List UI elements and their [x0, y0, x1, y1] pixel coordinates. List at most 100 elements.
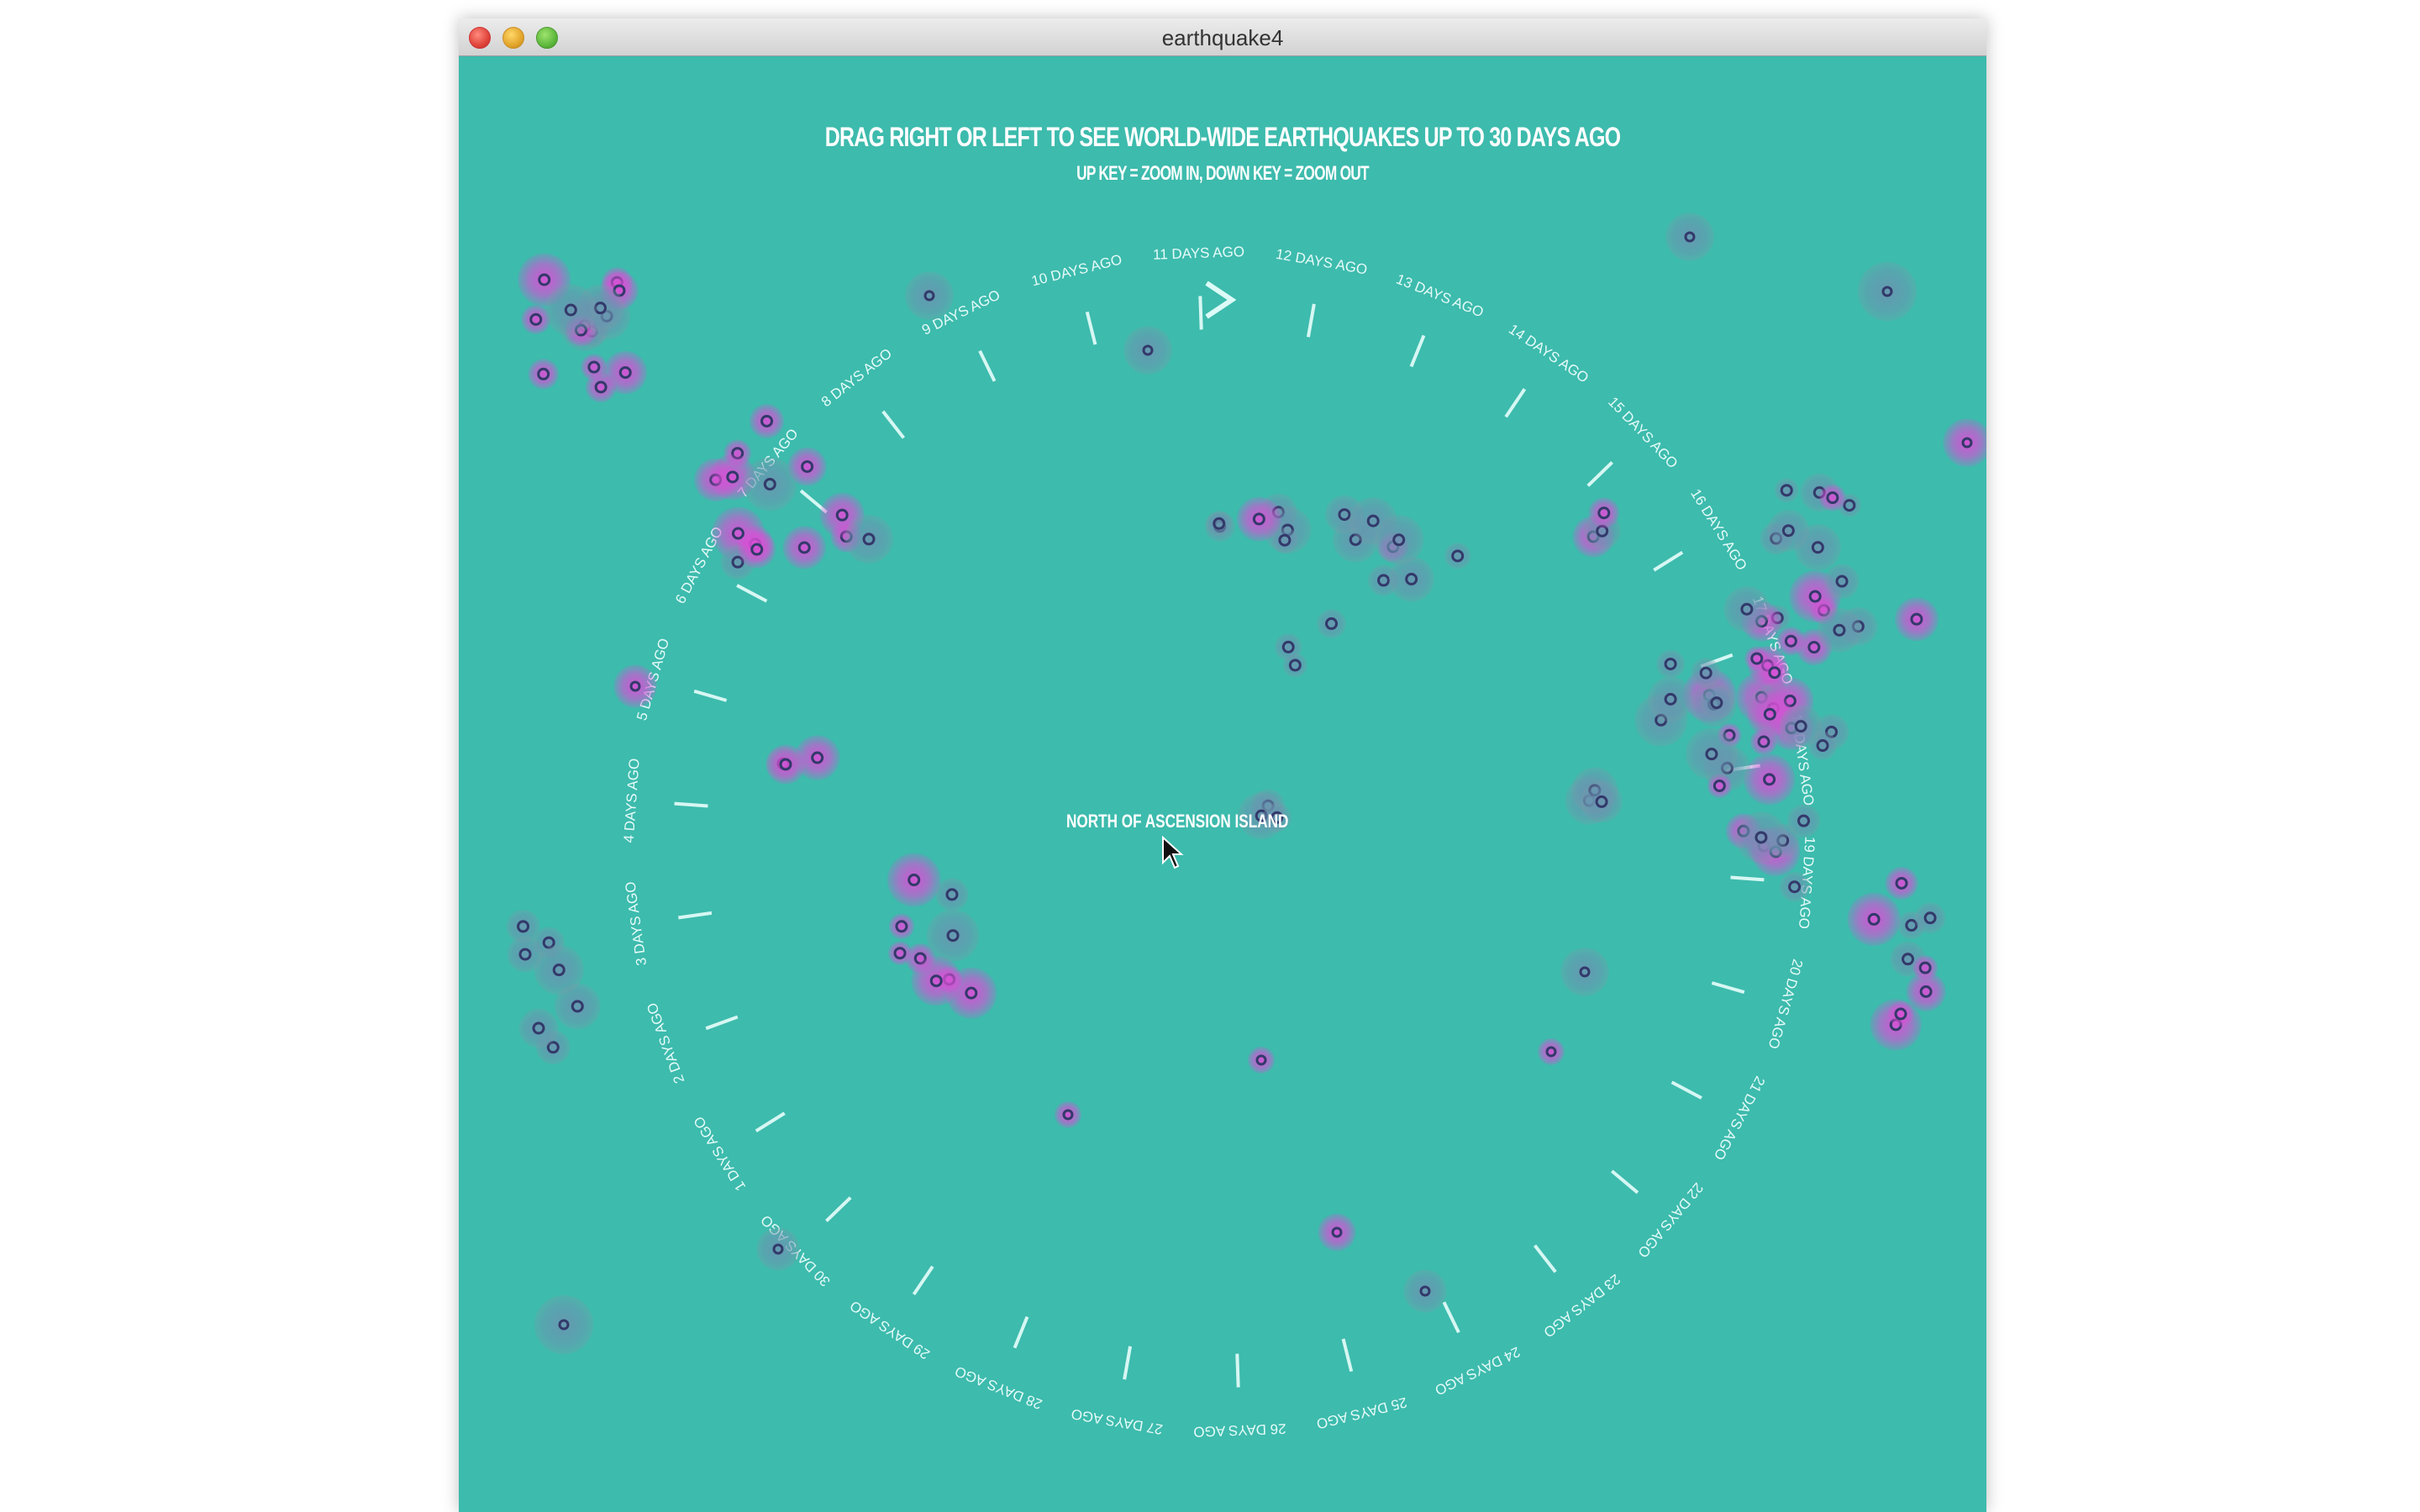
earthquake-marker[interactable] — [1275, 633, 1302, 661]
earthquake-marker[interactable] — [1262, 803, 1292, 832]
earthquake-marker[interactable] — [1318, 1213, 1356, 1252]
earthquake-marker[interactable] — [1236, 496, 1281, 542]
dial-tick — [674, 801, 708, 808]
earthquake-marker[interactable] — [1759, 657, 1791, 688]
earthquake-marker[interactable] — [905, 271, 954, 320]
earthquake-marker[interactable] — [1685, 727, 1738, 780]
earthquake-marker[interactable] — [1767, 509, 1810, 552]
earthquake-marker[interactable] — [581, 354, 608, 381]
earthquake-marker[interactable] — [888, 913, 915, 939]
earthquake-epicenter — [946, 929, 960, 942]
earthquake-marker[interactable] — [787, 447, 827, 486]
earthquake-marker[interactable] — [506, 909, 540, 943]
earthquake-marker[interactable] — [1914, 902, 1946, 934]
earthquake-epicenter — [1750, 652, 1764, 665]
dial-label: 2 DAYS AGO — [644, 1000, 687, 1085]
earthquake-marker[interactable] — [1403, 1269, 1447, 1313]
earthquake-marker[interactable] — [1774, 478, 1799, 503]
earthquake-marker[interactable] — [554, 983, 601, 1030]
earthquake-marker[interactable] — [887, 941, 913, 965]
earthquake-marker[interactable] — [1388, 556, 1434, 602]
earthquake-marker[interactable] — [528, 359, 559, 390]
dial-tick — [1442, 1301, 1460, 1334]
earthquake-marker[interactable] — [1581, 780, 1623, 823]
earthquake-marker[interactable] — [1699, 685, 1733, 720]
earthquake-marker[interactable] — [1206, 511, 1232, 537]
earthquake-marker[interactable] — [534, 945, 584, 995]
earthquake-epicenter — [518, 948, 532, 961]
earthquake-marker[interactable] — [544, 284, 597, 336]
earthquake-marker[interactable] — [765, 744, 806, 785]
earthquake-marker[interactable] — [1656, 649, 1685, 679]
earthquake-marker[interactable] — [1317, 609, 1346, 638]
earthquake-marker[interactable] — [1912, 955, 1939, 981]
earthquake-marker[interactable] — [1588, 497, 1620, 528]
earthquake-marker[interactable] — [756, 1227, 800, 1271]
earthquake-canvas[interactable]: 1 DAYS AGO 2 DAYS AGO 3 DAYS AGO 4 DAYS AGO… — [459, 56, 1986, 1512]
earthquake-marker[interactable] — [1887, 1000, 1914, 1027]
dial-label: 24 DAYS AGO — [1433, 1343, 1523, 1398]
dial-label: 29 DAYS AGO — [847, 1297, 933, 1362]
earthquake-marker[interactable] — [1847, 892, 1901, 946]
earthquake-marker[interactable] — [1648, 676, 1693, 722]
earthquake-marker[interactable] — [1824, 564, 1860, 599]
chevron-right-icon[interactable] — [1205, 281, 1237, 319]
dial-label: 1 DAYS AGO — [691, 1114, 750, 1194]
earthquake-marker[interactable] — [1786, 804, 1821, 837]
earthquake-marker[interactable] — [518, 1008, 559, 1048]
earthquake-epicenter — [1768, 666, 1781, 680]
earthquake-marker[interactable] — [1885, 866, 1918, 900]
earthquake-marker[interactable] — [1818, 484, 1846, 512]
earthquake-marker[interactable] — [1444, 543, 1471, 570]
title-bar[interactable]: earthquake4 — [459, 18, 1986, 56]
earthquake-marker[interactable] — [1374, 514, 1424, 565]
earthquake-epicenter — [1763, 773, 1776, 786]
earthquake-marker[interactable] — [1943, 418, 1986, 467]
zoom-button[interactable] — [536, 27, 558, 49]
earthquake-marker[interactable] — [926, 909, 980, 962]
earthquake-marker[interactable] — [1560, 948, 1609, 996]
earthquake-epicenter — [1252, 512, 1265, 526]
earthquake-epicenter — [532, 1021, 545, 1035]
earthquake-marker[interactable] — [1248, 1047, 1275, 1074]
earthquake-marker[interactable] — [1779, 871, 1810, 902]
earthquake-marker[interactable] — [534, 1294, 594, 1355]
earthquake-marker[interactable] — [1055, 1101, 1081, 1128]
earthquake-marker[interactable] — [743, 457, 797, 512]
earthquake-marker[interactable] — [1779, 705, 1823, 748]
earthquake-marker[interactable] — [750, 403, 784, 438]
earthquake-epicenter — [1788, 880, 1802, 894]
earthquake-epicenter — [629, 680, 641, 692]
earthquake-marker[interactable] — [613, 664, 657, 708]
earthquake-marker[interactable] — [935, 878, 969, 911]
earthquake-marker[interactable] — [1735, 811, 1787, 864]
earthquake-marker[interactable] — [1691, 658, 1721, 688]
earthquake-marker[interactable] — [521, 304, 551, 334]
earthquake-marker[interactable] — [1894, 597, 1939, 642]
earthquake-marker[interactable] — [1665, 213, 1714, 261]
earthquake-marker[interactable] — [1723, 585, 1770, 633]
earthquake-marker[interactable] — [1271, 527, 1298, 554]
earthquake-marker[interactable] — [603, 350, 647, 395]
earthquake-marker[interactable] — [945, 967, 997, 1019]
earthquake-marker[interactable] — [1538, 1038, 1565, 1065]
earthquake-marker[interactable] — [1744, 753, 1796, 806]
earthquake-marker[interactable] — [738, 530, 776, 569]
earthquake-marker[interactable] — [1123, 326, 1172, 375]
earthquake-marker[interactable] — [1857, 261, 1918, 322]
earthquake-marker[interactable] — [782, 526, 826, 570]
dial-label: 21 DAYS AGO — [1711, 1074, 1769, 1163]
earthquake-marker[interactable] — [844, 514, 893, 564]
earthquake-marker[interactable] — [1817, 607, 1862, 653]
earthquake-marker[interactable] — [1750, 728, 1777, 755]
earthquake-marker[interactable] — [794, 735, 840, 780]
earthquake-epicenter — [1816, 739, 1829, 753]
minimize-button[interactable] — [502, 27, 524, 49]
earthquake-epicenter — [1740, 602, 1754, 616]
earthquake-marker[interactable] — [886, 853, 941, 907]
earthquake-marker[interactable] — [1906, 972, 1946, 1011]
close-button[interactable] — [469, 27, 491, 49]
earthquake-epicenter — [1338, 508, 1351, 522]
